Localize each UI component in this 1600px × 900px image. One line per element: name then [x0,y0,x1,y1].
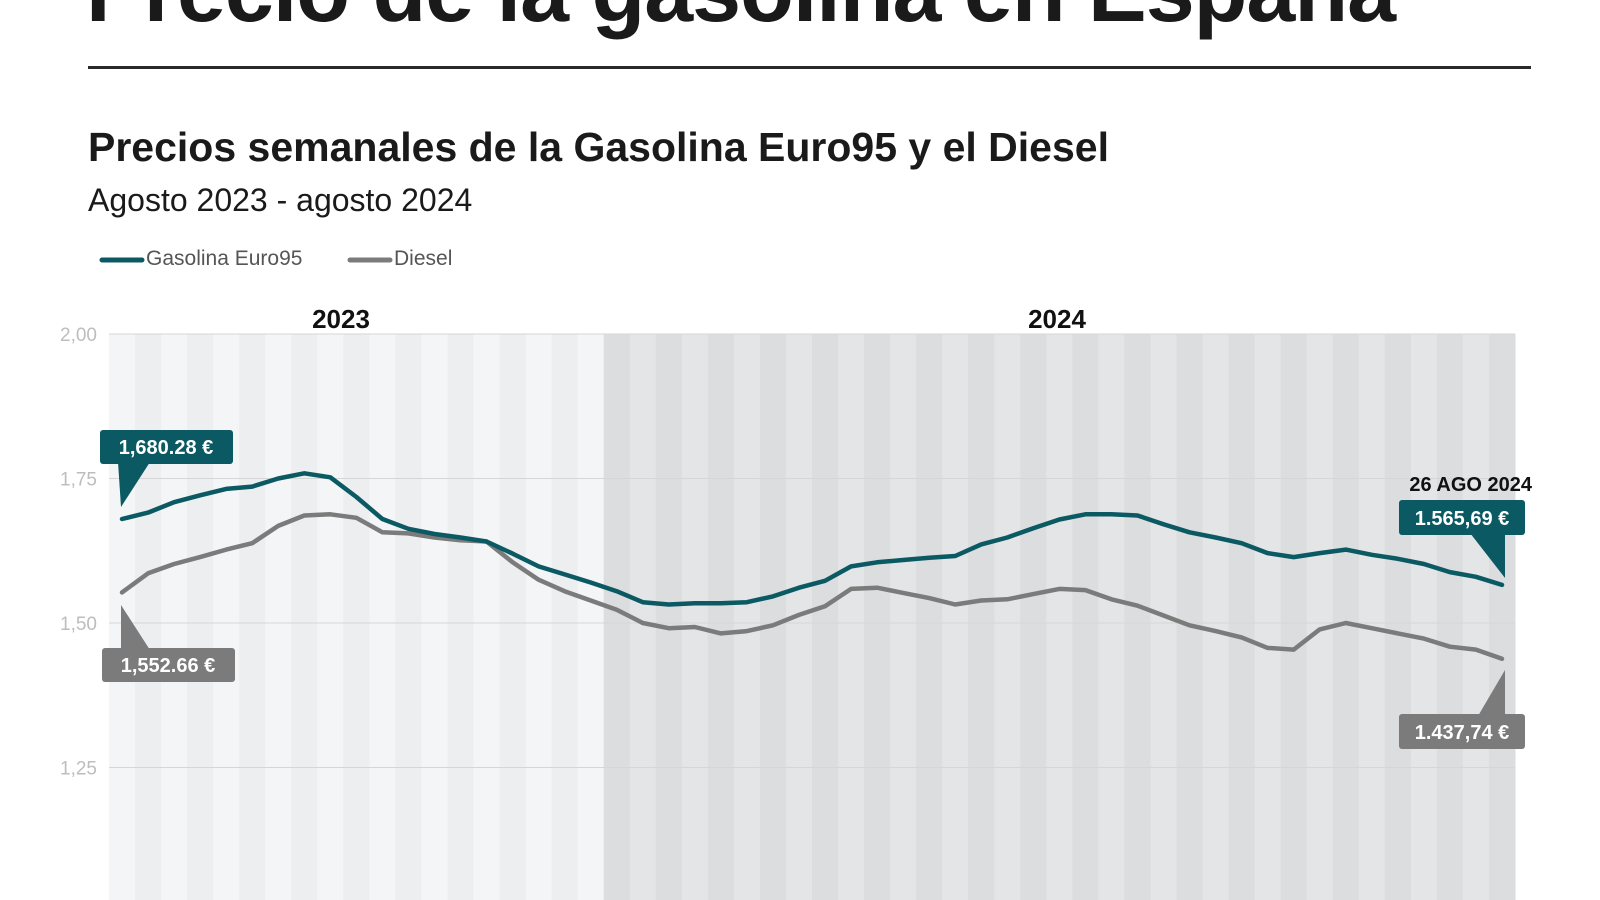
series-line-gasolina-euro95 [119,471,1505,607]
year-label-2023: 2023 [312,304,370,334]
week-band [1124,334,1151,900]
week-band [733,334,761,900]
week-band [1384,334,1412,900]
week-band [577,334,605,900]
week-band [369,334,396,900]
week-band [681,334,709,900]
callout-diesel-start: 1,552.66 € [102,605,235,682]
week-band [239,334,266,900]
week-band [447,334,475,900]
week-band [655,334,683,900]
y-tick-label: 1,50 [60,614,97,635]
callout-gas-end: 1.565,69 € [1399,500,1525,578]
week-band [1410,334,1438,900]
week-band [890,334,917,900]
week-band [1254,334,1282,900]
week-band [1098,334,1125,900]
callout-diesel-end: 1.437,74 € [1399,670,1525,749]
callout-diesel-start-text: 1,552.66 € [121,655,216,677]
end-date-label: 26 AGO 2024 [1409,474,1533,496]
week-band [135,334,162,900]
week-band [942,334,969,900]
week-band [551,334,579,900]
callout-gas-end-text: 1.565,69 € [1415,508,1510,530]
callouts: 1,680.28 € 1,552.66 € 26 AGO 2024 1.565,… [100,430,1533,749]
legend-label-diesel: Diesel [394,247,452,270]
week-band [421,334,448,900]
week-band [759,334,787,900]
week-band [1358,334,1386,900]
callout-gas-start-text: 1,680.28 € [119,437,214,459]
callout-diesel-end-text: 1.437,74 € [1415,722,1510,744]
y-tick-label: 1,75 [60,470,97,491]
main-title: Precio de la gasolina en España [86,0,1396,42]
week-band [838,334,865,900]
week-band [343,334,370,900]
callout-gas-start: 1,680.28 € [100,430,233,507]
legend-label-gasolina: Gasolina Euro95 [146,247,302,270]
week-band [1202,334,1230,900]
week-band [1020,334,1047,900]
week-band [187,334,214,900]
week-band [1488,334,1516,900]
week-band [1072,334,1099,900]
plot-background [109,334,1516,900]
week-band [1176,334,1204,900]
week-band [291,334,318,900]
week-band [395,334,422,900]
week-band [1462,334,1490,900]
week-band [603,334,631,900]
week-band [1228,334,1256,900]
series-line-diesel [119,512,1505,662]
week-band [707,334,735,900]
year-label-2024: 2024 [1028,304,1086,334]
series-lines [119,471,1505,662]
week-band [1046,334,1073,900]
chart-title: Precios semanales de la Gasolina Euro95 … [88,124,1109,170]
legend: Gasolina Euro95 Diesel [99,247,452,270]
y-tick-label: 1,25 [60,759,97,780]
week-band [1280,334,1308,900]
week-band [213,334,240,900]
week-band [499,334,527,900]
week-band [864,334,891,900]
week-band [265,334,292,900]
y-tick-label: 2,00 [60,325,97,346]
week-band [1306,334,1334,900]
week-band [916,334,943,900]
chart-subtitle: Agosto 2023 - agosto 2024 [88,182,473,218]
week-band [317,334,344,900]
week-band [994,334,1021,900]
y-axis-ticks: 2,001,751,501,251,00 [60,325,97,780]
title-divider [88,66,1531,69]
gridlines [109,333,1515,768]
week-band [1436,334,1464,900]
week-band [968,334,995,900]
week-band [161,334,188,900]
week-band [525,334,553,900]
week-band [1332,334,1360,900]
week-band [812,334,839,900]
week-band [473,334,501,900]
